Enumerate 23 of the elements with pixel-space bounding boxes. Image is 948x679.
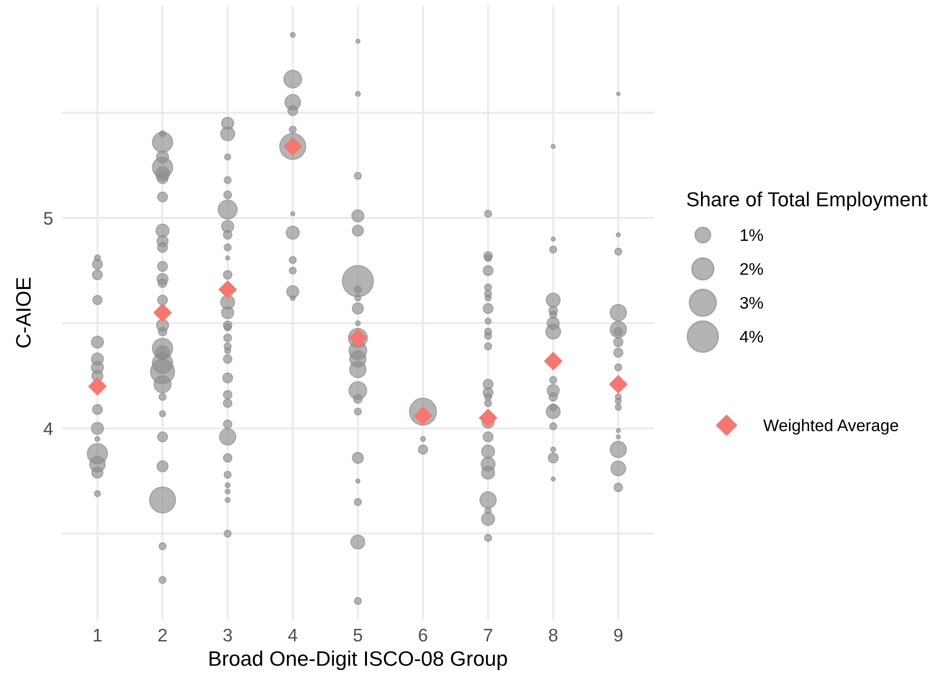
point (153, 303, 172, 322)
y-axis-title: C-AIOE (16, 278, 31, 348)
x-tick-label: 3 (223, 628, 232, 642)
legend-label: 4% (740, 330, 763, 343)
point (478, 408, 498, 428)
x-tick-label: 7 (484, 628, 492, 642)
x-tick-label: 4 (288, 628, 298, 642)
x-tick-label: 6 (418, 628, 428, 642)
x-tick-label: 9 (614, 628, 622, 642)
x-axis-title: Broad One-Digit ISCO-08 Group (210, 650, 507, 670)
point (88, 377, 107, 396)
x-tick-label: 2 (158, 628, 167, 642)
legend-label: Weighted Average (763, 419, 898, 435)
point (544, 352, 563, 370)
legend-title: Share of Total Employment (687, 192, 928, 210)
x-tick-label: 5 (354, 628, 362, 642)
legend-label: 3% (740, 296, 763, 309)
x-tick-label: 1 (94, 628, 102, 642)
x-tick-label: 8 (548, 628, 558, 642)
legend-label: 1% (740, 229, 763, 241)
point (608, 374, 628, 394)
legend-label: 2% (740, 263, 763, 275)
point (218, 280, 237, 299)
